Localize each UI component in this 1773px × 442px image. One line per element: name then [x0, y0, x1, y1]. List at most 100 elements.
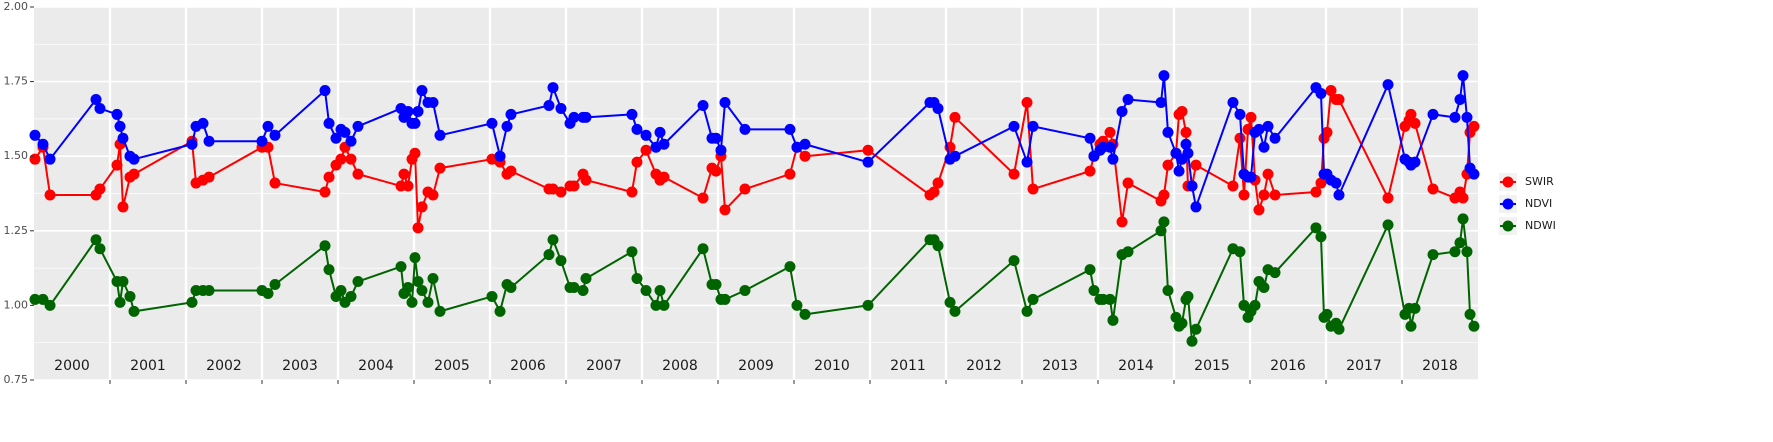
- data-point: [1027, 183, 1039, 195]
- year-label: 2006: [510, 358, 546, 374]
- data-point: [1176, 317, 1188, 329]
- data-point: [862, 156, 874, 168]
- data-point: [409, 117, 421, 129]
- data-point: [555, 186, 567, 198]
- data-point: [1315, 231, 1327, 243]
- year-label: 2014: [1118, 358, 1154, 374]
- data-point: [555, 102, 567, 114]
- legend-label: SWIR: [1525, 175, 1554, 188]
- data-point: [345, 135, 357, 147]
- data-point: [784, 261, 796, 273]
- year-label: 2015: [1194, 358, 1230, 374]
- data-point: [715, 144, 727, 156]
- data-point: [1269, 267, 1281, 279]
- plot-data: [29, 70, 1480, 347]
- data-point: [44, 189, 56, 201]
- data-point: [402, 105, 414, 117]
- year-label: 2017: [1346, 358, 1382, 374]
- data-point: [434, 129, 446, 141]
- data-point: [1104, 293, 1116, 305]
- y-tick-label: 1.25: [4, 224, 29, 237]
- data-point: [1427, 108, 1439, 120]
- data-point: [402, 281, 414, 293]
- data-point: [128, 153, 140, 165]
- data-point: [1173, 165, 1185, 177]
- data-point: [1021, 305, 1033, 317]
- data-point: [739, 284, 751, 296]
- data-point: [494, 305, 506, 317]
- data-point: [94, 183, 106, 195]
- data-point: [1409, 117, 1421, 129]
- data-point: [330, 132, 342, 144]
- data-point: [494, 150, 506, 162]
- data-point: [29, 129, 41, 141]
- data-point: [719, 293, 731, 305]
- year-label: 2012: [966, 358, 1002, 374]
- data-point: [1008, 120, 1020, 132]
- data-point: [1427, 249, 1439, 261]
- year-label: 2003: [282, 358, 318, 374]
- data-point: [1084, 165, 1096, 177]
- data-point: [1084, 132, 1096, 144]
- data-point: [1249, 299, 1261, 311]
- data-point: [932, 102, 944, 114]
- data-point: [1176, 105, 1188, 117]
- data-point: [1449, 111, 1461, 123]
- data-point: [1008, 168, 1020, 180]
- legend-marker: [1502, 198, 1514, 210]
- data-point: [323, 264, 335, 276]
- data-point: [1310, 222, 1322, 234]
- data-point: [1158, 189, 1170, 201]
- data-point: [1253, 123, 1265, 135]
- data-point: [434, 162, 446, 174]
- data-point: [631, 156, 643, 168]
- data-point: [1262, 120, 1274, 132]
- legend-label: NDVI: [1525, 197, 1552, 210]
- data-point: [1409, 156, 1421, 168]
- data-point: [1008, 255, 1020, 267]
- data-point: [186, 296, 198, 308]
- year-label: 2005: [434, 358, 470, 374]
- data-point: [323, 171, 335, 183]
- data-point: [1382, 219, 1394, 231]
- data-point: [117, 201, 129, 213]
- data-point: [269, 177, 281, 189]
- data-point: [1409, 302, 1421, 314]
- data-point: [719, 204, 731, 216]
- data-point: [697, 243, 709, 255]
- data-point: [626, 246, 638, 258]
- data-point: [269, 129, 281, 141]
- data-point: [44, 299, 56, 311]
- data-point: [486, 290, 498, 302]
- y-tick-label: 1.50: [4, 149, 29, 162]
- data-point: [1464, 308, 1476, 320]
- data-point: [1457, 192, 1469, 204]
- data-point: [928, 186, 940, 198]
- data-point: [739, 123, 751, 135]
- data-point: [1269, 189, 1281, 201]
- data-point: [256, 135, 268, 147]
- data-point: [114, 120, 126, 132]
- data-point: [1405, 108, 1417, 120]
- year-label: 2013: [1042, 358, 1078, 374]
- data-point: [29, 293, 41, 305]
- data-point: [1269, 132, 1281, 144]
- data-point: [262, 287, 274, 299]
- data-point: [269, 279, 281, 291]
- data-point: [1107, 153, 1119, 165]
- data-point: [543, 99, 555, 111]
- data-point: [505, 165, 517, 177]
- data-point: [784, 168, 796, 180]
- year-label: 2004: [358, 358, 394, 374]
- data-point: [94, 243, 106, 255]
- data-point: [1116, 216, 1128, 228]
- data-point: [1238, 189, 1250, 201]
- data-point: [44, 153, 56, 165]
- data-point: [124, 290, 136, 302]
- data-point: [932, 240, 944, 252]
- data-point: [505, 281, 517, 293]
- data-point: [577, 284, 589, 296]
- data-point: [1180, 138, 1192, 150]
- data-point: [323, 117, 335, 129]
- data-point: [1449, 246, 1461, 258]
